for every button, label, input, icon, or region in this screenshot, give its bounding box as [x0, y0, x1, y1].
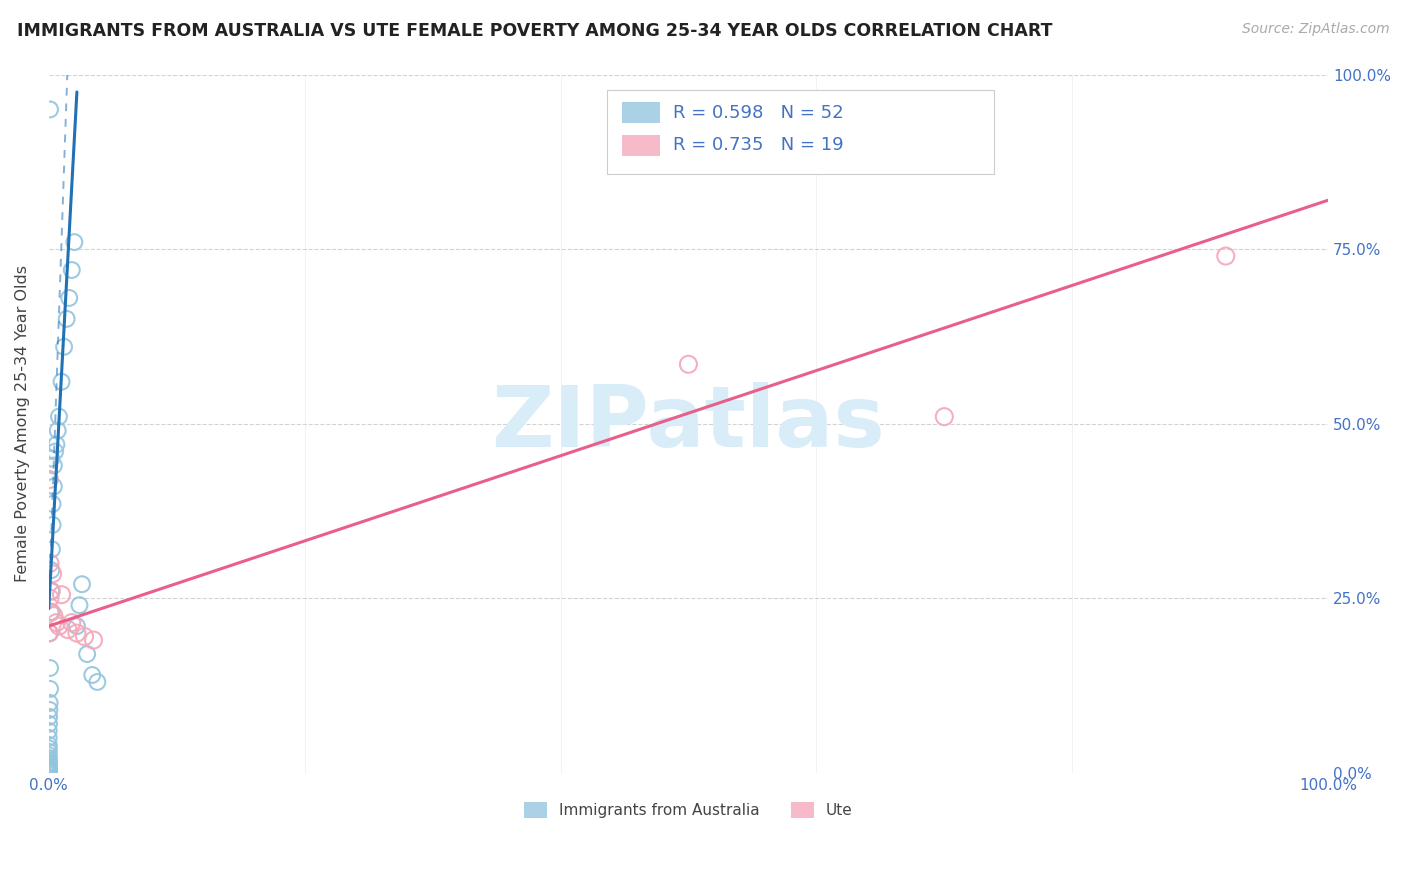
- Point: [934, 409, 956, 424]
- Point: [63, 235, 86, 249]
- Point: [41, 566, 63, 581]
- Point: [86, 675, 108, 690]
- Point: [45, 615, 67, 630]
- Point: [41, 517, 63, 532]
- Point: [38, 764, 60, 778]
- Text: IMMIGRANTS FROM AUSTRALIA VS UTE FEMALE POVERTY AMONG 25-34 YEAR OLDS CORRELATIO: IMMIGRANTS FROM AUSTRALIA VS UTE FEMALE …: [17, 22, 1052, 40]
- Point: [60, 263, 83, 277]
- FancyBboxPatch shape: [621, 103, 661, 123]
- Point: [70, 577, 93, 591]
- Point: [38, 696, 60, 710]
- Point: [51, 375, 73, 389]
- Point: [48, 409, 70, 424]
- Point: [38, 764, 60, 779]
- Point: [39, 605, 62, 619]
- Point: [41, 542, 63, 557]
- Point: [38, 626, 60, 640]
- Point: [38, 703, 60, 717]
- Point: [39, 584, 62, 599]
- Point: [58, 291, 80, 305]
- Point: [38, 753, 60, 767]
- Point: [53, 340, 76, 354]
- Point: [56, 623, 79, 637]
- Point: [38, 741, 60, 756]
- Point: [38, 756, 60, 770]
- Point: [73, 630, 96, 644]
- Point: [39, 556, 62, 570]
- Point: [83, 633, 105, 648]
- Legend: Immigrants from Australia, Ute: Immigrants from Australia, Ute: [519, 797, 859, 824]
- Point: [82, 668, 104, 682]
- Point: [42, 608, 65, 623]
- Point: [38, 717, 60, 731]
- Point: [66, 619, 89, 633]
- Point: [46, 424, 69, 438]
- Point: [45, 437, 67, 451]
- Point: [678, 357, 700, 371]
- Text: Source: ZipAtlas.com: Source: ZipAtlas.com: [1241, 22, 1389, 37]
- Point: [38, 473, 60, 487]
- Point: [38, 751, 60, 765]
- Text: R = 0.598   N = 52: R = 0.598 N = 52: [673, 104, 844, 122]
- Point: [51, 588, 73, 602]
- Point: [39, 591, 62, 606]
- Point: [38, 763, 60, 777]
- Point: [38, 765, 60, 780]
- Point: [41, 497, 63, 511]
- Point: [1215, 249, 1237, 263]
- Point: [48, 619, 70, 633]
- Point: [38, 748, 60, 763]
- Text: ZIPatlas: ZIPatlas: [492, 382, 886, 465]
- Point: [39, 626, 62, 640]
- Y-axis label: Female Poverty Among 25-34 Year Olds: Female Poverty Among 25-34 Year Olds: [15, 265, 30, 582]
- Point: [44, 444, 66, 458]
- FancyBboxPatch shape: [621, 135, 661, 155]
- Point: [76, 647, 98, 661]
- Point: [39, 451, 62, 466]
- Point: [39, 563, 62, 577]
- Point: [38, 731, 60, 745]
- Point: [39, 681, 62, 696]
- Point: [38, 756, 60, 771]
- Point: [38, 723, 60, 738]
- Text: R = 0.735   N = 19: R = 0.735 N = 19: [673, 136, 844, 154]
- Point: [39, 661, 62, 675]
- Point: [38, 762, 60, 776]
- Point: [55, 312, 77, 326]
- Point: [38, 759, 60, 773]
- Point: [38, 745, 60, 759]
- Point: [39, 103, 62, 117]
- Point: [38, 765, 60, 780]
- Point: [42, 479, 65, 493]
- Point: [60, 615, 83, 630]
- FancyBboxPatch shape: [606, 90, 994, 174]
- Point: [39, 584, 62, 599]
- Point: [66, 626, 89, 640]
- Point: [38, 710, 60, 724]
- Point: [39, 605, 62, 619]
- Point: [42, 458, 65, 473]
- Point: [38, 738, 60, 752]
- Point: [38, 761, 60, 775]
- Point: [69, 598, 91, 612]
- Point: [38, 758, 60, 772]
